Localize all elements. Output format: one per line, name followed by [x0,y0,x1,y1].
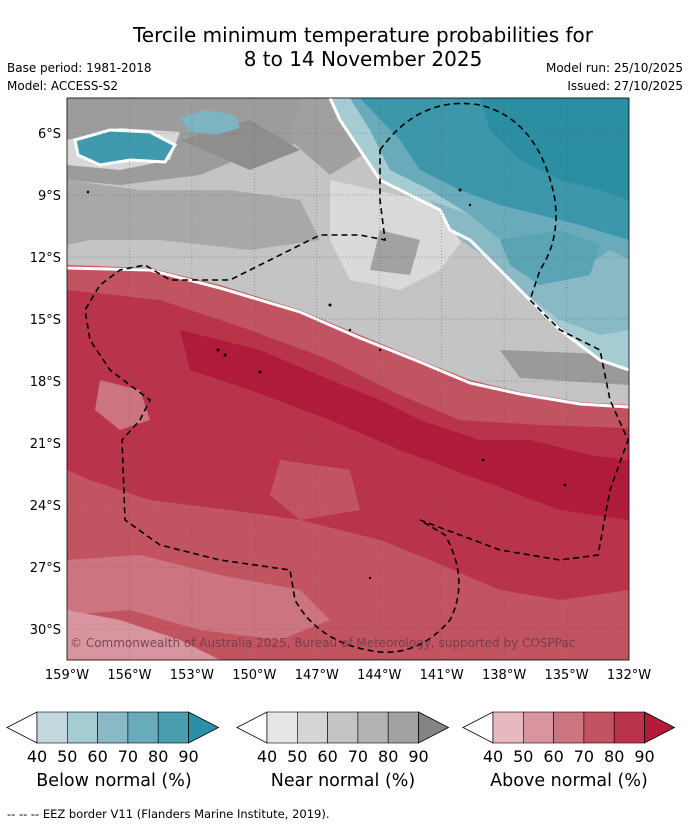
x-tick-label: 156°W [107,668,151,683]
colorbar-tick-label: 70 [574,747,594,766]
colorbar-tick-label: 90 [634,747,654,766]
x-tick-label: 150°W [232,668,276,683]
colorbar-segment [613,711,645,744]
colorbar-segment [492,711,524,744]
near-above-boundary [67,266,629,409]
below-normal-60-nw-small [180,110,240,135]
issued-date: Issued: 27/10/2025 [567,79,683,93]
near-normal-60-band [67,180,320,250]
x-tick-label: 144°W [357,668,401,683]
colorbar-tick-label: 90 [178,747,198,766]
colorbar-extend-low [6,711,38,744]
colorbar-tick-label: 60 [317,747,337,766]
above-normal-60-sw [67,555,330,640]
colorbar-tick-label: 90 [408,747,428,766]
colorbar-tick-label: 80 [378,747,398,766]
y-tick-label: 30°S [30,623,61,638]
colorbar-tick-label: 80 [604,747,624,766]
colorbar-label-near: Near normal (%) [270,771,416,791]
colorbar-segment [36,711,68,744]
colorbar-segment [327,711,359,744]
x-tick-label: 147°W [295,668,339,683]
colorbar-tick-label: 70 [118,747,138,766]
colorbar-tick-label: 60 [543,747,563,766]
model-run: Model run: 25/10/2025 [545,61,683,75]
colorbar-tick-label: 50 [57,747,77,766]
above-normal-50-sw [67,610,220,660]
gridlines [67,98,629,660]
above-normal-90-core [180,330,629,520]
colorbar-extend-low [462,711,494,744]
y-tick-label: 9°S [38,189,61,204]
x-tick-label: 153°W [170,668,214,683]
colorbar-segment [157,711,189,744]
copyright-notice: © Commonwealth of Australia 2025, Bureau… [70,636,575,650]
colorbar-segment [97,711,129,744]
colorbar-extend-low [236,711,268,744]
title-line-1: Tercile minimum temperature probabilitie… [132,23,594,47]
colorbars: 40 50 60 70 80 90 40 50 60 70 80 90 40 50 60 70 80 90 [6,711,676,766]
colorbar-tick-label: 80 [148,747,168,766]
colorbar-extend-high [418,711,450,744]
colorbar-segment [522,711,554,744]
probability-map: © Commonwealth of Australia 2025, Bureau… [6,97,676,766]
plot-frame [66,97,630,661]
colorbar-segment [296,711,328,744]
colorbar-segment [67,711,98,744]
colorbar-extend-high [644,711,676,744]
colorbar-segment [127,711,159,744]
colorbar-tick-label: 70 [348,747,368,766]
colorbar-segment [266,711,298,744]
model-name: Model: ACCESS-S2 [7,79,119,93]
y-tick-label: 6°S [38,127,61,142]
y-tick-label: 21°S [30,437,61,452]
colorbar-label-above: Above normal (%) [490,771,648,791]
y-tick-label: 12°S [30,251,61,266]
x-tick-label: 141°W [420,668,464,683]
x-tick-label: 159°W [45,668,89,683]
colorbar-segment [553,711,585,744]
meta-left: Base period: 1981-2018 Model: ACCESS-S2 [7,59,152,95]
above-normal-60-spot-west [95,380,150,430]
y-tick-label: 27°S [30,561,61,576]
x-tick-label: 135°W [544,668,588,683]
base-period: Base period: 1981-2018 [7,61,152,75]
y-tick-label: 18°S [30,375,61,390]
colorbar-tick-label: 50 [513,747,533,766]
colorbar-segment [583,711,615,744]
y-tick-label: 24°S [30,499,61,514]
chart-title: Tercile minimum temperature probabilitie… [0,23,690,71]
nw-patch-boundary [73,128,178,167]
y-axis: 6°S 9°S 12°S 15°S 18°S 21°S 24°S 27°S 30°S [30,127,61,638]
colorbar-extend-high [188,711,220,744]
colorbar-tick-label: 40 [483,747,503,766]
x-tick-label: 132°W [607,668,651,683]
title-line-2: 8 to 14 November 2025 [243,47,483,71]
map-field: © Commonwealth of Australia 2025, Bureau… [67,98,629,660]
colorbar-tick-label: 50 [287,747,307,766]
colorbar-label-below: Below normal (%) [36,771,192,791]
colorbar-segment [387,711,419,744]
meta-right: Model run: 25/10/2025 Issued: 27/10/2025 [546,59,683,95]
near-normal-70-spot [370,230,420,275]
colorbar-segment [357,711,389,744]
below-normal-80-nw [75,130,175,165]
x-axis: 159°W 156°W 153°W 150°W 147°W 144°W 141°W 138°W… [45,668,651,683]
eez-border [84,102,629,654]
y-tick-label: 15°S [30,313,61,328]
x-tick-label: 138°W [482,668,526,683]
footer-note: -- -- -- EEZ border V11 (Flanders Marine… [7,807,330,821]
colorbar-tick-label: 40 [257,747,277,766]
below-normal-90-ne [480,98,629,200]
below-normal-80-lobe [500,230,600,285]
colorbar-tick-label: 40 [27,747,47,766]
colorbar-tick-label: 60 [87,747,107,766]
